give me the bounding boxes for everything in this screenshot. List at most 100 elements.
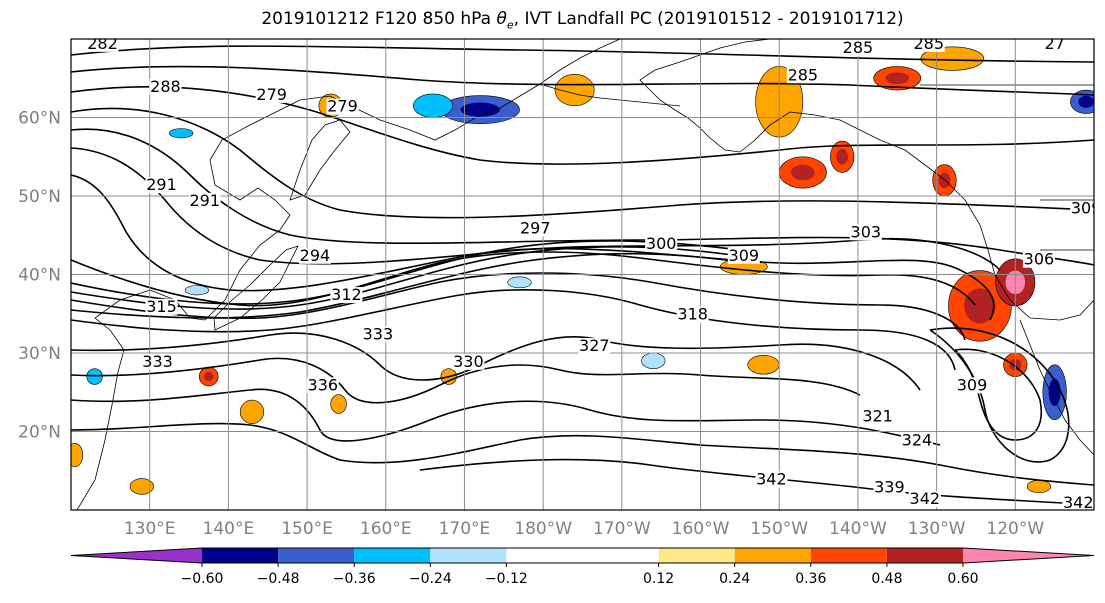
contour-label-bg <box>145 298 178 315</box>
contour-label-bg <box>727 247 760 264</box>
contour-line <box>71 107 1094 219</box>
contour-line <box>71 252 741 319</box>
contour-label: 330 <box>453 352 484 371</box>
lon-tick-label: 170°W <box>593 519 651 539</box>
contour-label: 315 <box>146 297 177 316</box>
pc-region-core-canada-coast <box>938 172 951 189</box>
contour-labels-layer: 282 288 279 279 291 291 294 297 300 309 303 306 309 3… <box>86 39 1102 510</box>
lon-tick-label: 150°W <box>750 519 808 539</box>
colorbar-tick-label: 0.12 <box>643 571 674 587</box>
colorbar-segment <box>886 548 963 563</box>
contour-line <box>71 65 1094 96</box>
aleutian-chain <box>539 83 681 107</box>
pc-region-mid-blue <box>507 276 532 289</box>
contour-label-bg <box>141 353 174 370</box>
lon-tick-label: 140°E <box>203 519 255 539</box>
chart-title: 2019101212 F120 850 hPa θe, IVT Landfall… <box>261 9 904 32</box>
contour-label-bg <box>1062 495 1094 510</box>
colorbar: −0.60 −0.48 −0.36 −0.24 −0.12 0.12 0.24 0.36 0.4… <box>70 547 1095 587</box>
contour-label: 300 <box>646 234 677 253</box>
pc-region-core-west-pacific-1 <box>203 371 214 382</box>
contour-label: 309 <box>957 375 988 394</box>
colorbar-tick-label: −0.48 <box>257 571 300 587</box>
contour-label: 333 <box>142 352 173 371</box>
contour-label-bg <box>912 39 945 52</box>
contour-label: 291 <box>190 191 221 210</box>
colorbar-segment <box>354 548 431 563</box>
contour-label-bg <box>361 326 394 343</box>
contour-label: 285 <box>788 65 819 84</box>
contour-label-bg <box>255 86 288 103</box>
contour-label-bg <box>1070 200 1094 217</box>
contour-label: 306 <box>1024 250 1055 269</box>
colorbar-segment <box>810 548 887 563</box>
contour-label-bg <box>519 220 552 237</box>
contour-label-bg <box>786 67 819 84</box>
contour-line <box>71 422 1094 486</box>
contour-label: 342 <box>756 470 787 489</box>
baja-coastline <box>1019 319 1094 456</box>
contour-label-bg <box>188 192 221 209</box>
coastlines-layer <box>76 39 1094 510</box>
theta-e-contours-layer <box>71 45 1094 506</box>
contour-line <box>71 128 1094 266</box>
pc-region-southeast-1 <box>1026 479 1052 494</box>
contour-line <box>954 348 1042 441</box>
lon-tick-label: 160°W <box>672 519 730 539</box>
lat-tick-label: 60°N <box>18 109 61 129</box>
map-frame <box>70 38 1095 511</box>
colorbar-tick-label: −0.36 <box>333 571 376 587</box>
contour-label-bg <box>306 377 339 394</box>
contour-label-bg <box>1038 39 1071 52</box>
contour-label-bg <box>645 236 678 253</box>
contour-line <box>71 332 921 391</box>
contour-label: 312 <box>331 285 362 304</box>
lon-tick-label: 130°W <box>908 519 966 539</box>
contour-label-bg <box>578 338 611 355</box>
contour-label-bg <box>873 479 906 496</box>
contour-label-bg <box>908 491 941 508</box>
lon-tick-label: 170°E <box>439 519 491 539</box>
colorbar-extend-max <box>963 548 1094 563</box>
pc-region-core-gulf-of-alaska-2 <box>836 148 849 165</box>
lon-tick-label: 140°W <box>829 519 887 539</box>
lat-tick-label: 20°N <box>18 423 61 443</box>
contour-label-bg <box>298 247 331 264</box>
contour-line <box>71 288 956 371</box>
pc-region-central-blue <box>641 352 666 369</box>
colorbar-tick-label: −0.24 <box>409 571 452 587</box>
pc-region-japan-blue <box>184 285 210 296</box>
pc-region-core-east-pacific-coast <box>964 288 996 324</box>
pc-region-west-pacific-4 <box>129 478 154 495</box>
pc-shading-layer <box>71 46 1094 495</box>
contour-line <box>71 86 1094 165</box>
contour-label-bg <box>1022 251 1055 268</box>
contour-label: 279 <box>327 97 358 116</box>
contour-label-bg <box>900 432 933 449</box>
colorbar-segment <box>202 548 279 563</box>
contour-label-bg <box>330 287 363 304</box>
contour-label: 339 <box>874 477 905 496</box>
colorbar-tick-label: 0.60 <box>947 571 978 587</box>
lat-tick-label: 50°N <box>18 187 61 207</box>
contour-label-bg <box>849 224 882 241</box>
colorbar-tick-label: 0.48 <box>871 571 902 587</box>
colorbar-extend-min <box>71 548 202 563</box>
contour-label-bg <box>676 306 709 323</box>
contour-label: 321 <box>862 407 893 426</box>
contour-line <box>71 272 966 341</box>
contour-label: 297 <box>520 218 551 237</box>
contour-label: 336 <box>308 375 339 394</box>
contour-label: 324 <box>902 430 933 449</box>
lon-tick-label: 130°E <box>124 519 176 539</box>
contour-label-bg <box>86 39 119 52</box>
contour-label-bg <box>956 377 989 394</box>
pc-region-core-hudson-blue <box>1078 95 1094 108</box>
canada-border <box>920 84 1094 251</box>
contour-label: 309 <box>1071 199 1102 218</box>
pc-region-west-pacific-5 <box>71 442 84 468</box>
colorbar-tick-label: −0.12 <box>485 571 528 587</box>
colorbar-segment <box>278 548 355 563</box>
pc-region-west-pacific-2 <box>239 399 265 424</box>
